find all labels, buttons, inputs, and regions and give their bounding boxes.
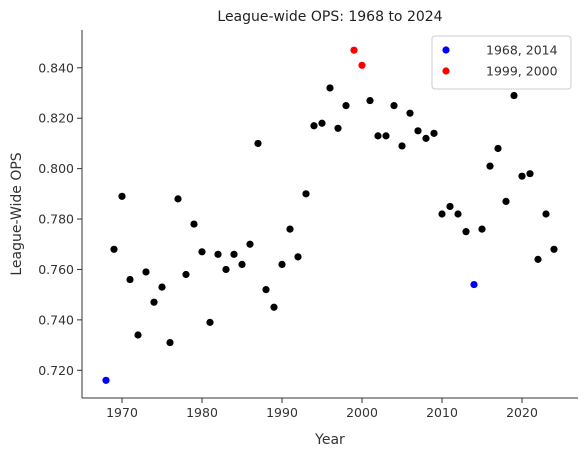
- data-point: [230, 250, 238, 258]
- y-ticks: 0.720 0.740 0.760 0.780 0.800 0.820 0.840: [38, 60, 82, 378]
- data-point: [126, 275, 134, 284]
- x-tick-label: 1970: [106, 405, 138, 420]
- data-point: [310, 122, 318, 130]
- data-point: [286, 225, 294, 233]
- x-tick-label: 2000: [346, 405, 378, 420]
- data-point: [406, 109, 414, 117]
- x-tick-label: 2020: [506, 405, 538, 420]
- data-point: [390, 102, 398, 110]
- data-point: [190, 220, 198, 228]
- data-point: [534, 255, 542, 263]
- y-axis-label: League-Wide OPS: [9, 152, 25, 275]
- chart-title: League-wide OPS: 1968 to 2024: [217, 9, 442, 25]
- data-point: [422, 134, 430, 142]
- data-point: [502, 197, 510, 205]
- data-point: [398, 142, 406, 150]
- data-point: [134, 331, 142, 339]
- y-tick-label: 0.760: [38, 262, 74, 277]
- data-point: [318, 119, 326, 127]
- plot-area: [102, 46, 558, 384]
- data-point: [238, 260, 246, 269]
- data-point: [174, 195, 182, 203]
- data-point: [142, 268, 150, 276]
- legend: 1968, 2014 1999, 2000: [431, 35, 572, 90]
- data-point: [182, 270, 190, 279]
- x-ticks: 1970 1980 1990 2000 2010 2020: [106, 398, 538, 420]
- legend-marker: [442, 46, 450, 54]
- data-point: [222, 265, 230, 274]
- legend-marker: [442, 67, 450, 75]
- data-point: [246, 240, 254, 248]
- data-point: [262, 286, 270, 294]
- y-tick-label: 0.820: [38, 111, 74, 126]
- data-point: [158, 283, 166, 291]
- data-point: [526, 170, 534, 178]
- data-point: [438, 210, 446, 218]
- data-point: [414, 127, 422, 135]
- legend-label: 1999, 2000: [486, 64, 558, 79]
- data-point: [550, 245, 558, 253]
- data-point: [430, 129, 438, 137]
- data-point: [470, 280, 478, 289]
- y-tick-label: 0.720: [38, 363, 74, 378]
- y-tick-label: 0.840: [38, 60, 74, 75]
- data-point: [542, 210, 550, 218]
- x-tick-label: 1990: [266, 405, 298, 420]
- x-axis-label: Year: [314, 432, 345, 448]
- x-tick-label: 2010: [426, 405, 458, 420]
- data-point: [494, 144, 502, 153]
- data-point: [198, 248, 206, 256]
- legend-label: 1968, 2014: [486, 43, 558, 58]
- data-point: [350, 46, 358, 54]
- legend-frame: [431, 35, 572, 90]
- data-point: [102, 376, 110, 384]
- data-point: [478, 225, 486, 233]
- data-point: [118, 192, 126, 200]
- data-point: [446, 202, 454, 211]
- data-point: [214, 250, 222, 258]
- data-point: [366, 96, 374, 105]
- data-point: [270, 303, 278, 311]
- y-tick-label: 0.800: [38, 161, 74, 176]
- data-point: [166, 338, 174, 347]
- x-tick-label: 1980: [186, 405, 218, 420]
- data-point: [302, 190, 310, 198]
- data-point: [454, 210, 462, 218]
- data-point: [110, 245, 118, 253]
- data-point: [254, 139, 262, 148]
- data-point: [462, 228, 470, 236]
- y-tick-label: 0.740: [38, 312, 74, 327]
- data-point: [358, 61, 366, 69]
- data-point: [150, 298, 158, 306]
- data-point: [294, 253, 302, 261]
- data-point: [374, 132, 382, 140]
- data-point: [334, 124, 342, 132]
- data-point: [518, 172, 526, 180]
- data-point: [326, 84, 334, 92]
- data-point: [486, 162, 494, 170]
- data-point: [206, 318, 214, 326]
- data-point: [278, 260, 286, 269]
- y-tick-label: 0.780: [38, 212, 74, 227]
- data-point: [382, 132, 390, 140]
- data-point: [510, 91, 518, 100]
- data-point: [342, 102, 350, 110]
